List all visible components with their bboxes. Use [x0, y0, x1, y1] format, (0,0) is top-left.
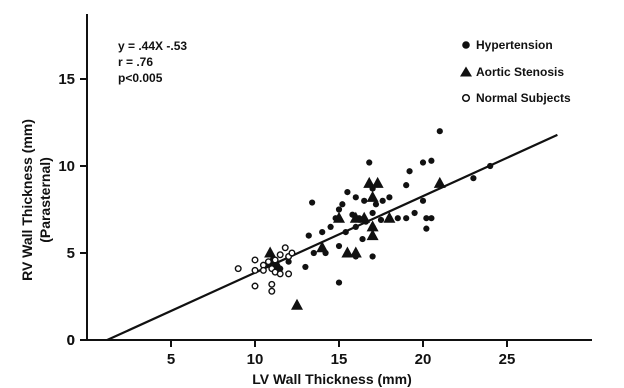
point-hypertension: [285, 258, 292, 265]
point-hypertension: [335, 279, 343, 286]
plot-area: 0 5 10 15 0 5 10 15 20 25: [58, 14, 592, 368]
point-aortic-stenosis: [366, 229, 379, 241]
point-hypertension: [470, 175, 477, 182]
point-hypertension: [339, 201, 346, 208]
point-hypertension: [386, 194, 393, 201]
point-hypertension: [310, 249, 317, 257]
point-normal-subjects: [268, 287, 276, 295]
point-hypertension: [327, 223, 334, 230]
x-tick-label: 25: [499, 351, 516, 368]
y-tick-label: 0: [67, 332, 75, 349]
point-normal-subjects: [276, 251, 284, 259]
legend-marker-aortic-stenosis: [460, 66, 472, 77]
x-tick-label: 15: [331, 351, 348, 368]
legend-marker-hypertension: [462, 41, 470, 49]
point-hypertension: [342, 229, 349, 236]
legend-label-hypertension: Hypertension: [476, 38, 553, 52]
regression-equation: y = .44X -.53: [118, 39, 187, 53]
y-tick-label: 15: [58, 71, 75, 88]
point-aortic-stenosis: [341, 246, 354, 258]
point-hypertension: [372, 201, 380, 208]
point-aortic-stenosis: [366, 190, 379, 202]
point-hypertension: [403, 215, 410, 222]
legend-marker-normal-subjects: [461, 93, 471, 103]
y-axis-label-sub: (Parasternal): [37, 157, 53, 243]
point-hypertension: [394, 215, 401, 222]
point-normal-subjects: [234, 265, 242, 273]
point-hypertension: [366, 159, 373, 166]
point-aortic-stenosis: [264, 246, 277, 258]
y-axis-label: RV Wall Thickness (mm): [19, 119, 35, 281]
point-hypertension: [403, 182, 410, 189]
point-hypertension: [344, 189, 351, 196]
point-normal-subjects: [285, 270, 293, 278]
p-value: p<0.005: [118, 71, 163, 85]
point-aortic-stenosis: [383, 211, 396, 223]
point-aortic-stenosis: [316, 241, 329, 253]
legend-label-aortic-stenosis: Aortic Stenosis: [476, 65, 564, 79]
x-axis-label: LV Wall Thickness (mm): [252, 371, 411, 387]
annotation-block: y = .44X -.53 r = .76 p<0.005: [118, 39, 187, 85]
x-tick-label: 10: [247, 351, 264, 368]
point-hypertension: [302, 263, 309, 271]
y-ticks: 0 5 10 15: [58, 71, 87, 349]
point-aortic-stenosis: [366, 220, 379, 232]
point-hypertension: [423, 215, 430, 222]
point-hypertension: [428, 215, 435, 222]
point-aortic-stenosis: [349, 211, 362, 223]
point-normal-subjects: [276, 270, 284, 278]
legend: Hypertension Aortic Stenosis Normal Subj…: [460, 38, 571, 105]
point-aortic-stenosis: [371, 176, 384, 188]
point-normal-subjects: [288, 249, 296, 257]
legend-label-normal-subjects: Normal Subjects: [476, 91, 571, 105]
x-tick-label: 0: [67, 332, 75, 349]
point-hypertension: [423, 225, 430, 232]
point-hypertension: [352, 194, 359, 201]
point-hypertension: [305, 232, 312, 239]
x-tick-label: 5: [167, 351, 175, 368]
point-hypertension: [428, 157, 435, 164]
correlation-coefficient: r = .76: [118, 55, 153, 69]
point-hypertension: [319, 229, 326, 236]
point-aortic-stenosis: [291, 298, 303, 310]
data-points: [234, 128, 494, 310]
point-aortic-stenosis: [333, 211, 345, 223]
point-hypertension: [369, 253, 376, 260]
regression-line: [106, 133, 558, 342]
point-aortic-stenosis: [358, 211, 371, 223]
point-hypertension: [419, 159, 427, 166]
point-aortic-stenosis: [349, 246, 362, 258]
point-hypertension: [487, 162, 494, 170]
point-hypertension: [369, 209, 376, 217]
point-normal-subjects: [259, 266, 267, 274]
point-normal-subjects: [268, 280, 276, 288]
point-hypertension: [436, 128, 443, 135]
point-aortic-stenosis: [363, 176, 376, 188]
point-hypertension: [352, 223, 359, 230]
x-ticks: 0 5 10 15 20 25: [67, 332, 516, 368]
point-hypertension: [359, 235, 366, 243]
point-hypertension: [411, 209, 418, 217]
point-normal-subjects: [251, 266, 259, 274]
point-normal-subjects: [251, 256, 259, 264]
point-hypertension: [419, 197, 427, 204]
point-hypertension: [335, 242, 343, 250]
point-aortic-stenosis: [433, 176, 446, 188]
point-normal-subjects: [281, 244, 289, 252]
y-tick-label: 5: [67, 245, 75, 262]
point-hypertension: [309, 199, 316, 206]
point-hypertension: [379, 197, 386, 204]
point-normal-subjects: [251, 282, 259, 290]
point-hypertension: [335, 206, 343, 213]
point-hypertension: [406, 168, 413, 175]
point-normal-subjects: [271, 256, 279, 264]
point-hypertension: [361, 197, 368, 204]
point-normal-subjects: [264, 258, 272, 266]
point-hypertension: [377, 216, 385, 224]
y-tick-label: 10: [58, 158, 75, 175]
x-tick-label: 20: [415, 351, 432, 368]
